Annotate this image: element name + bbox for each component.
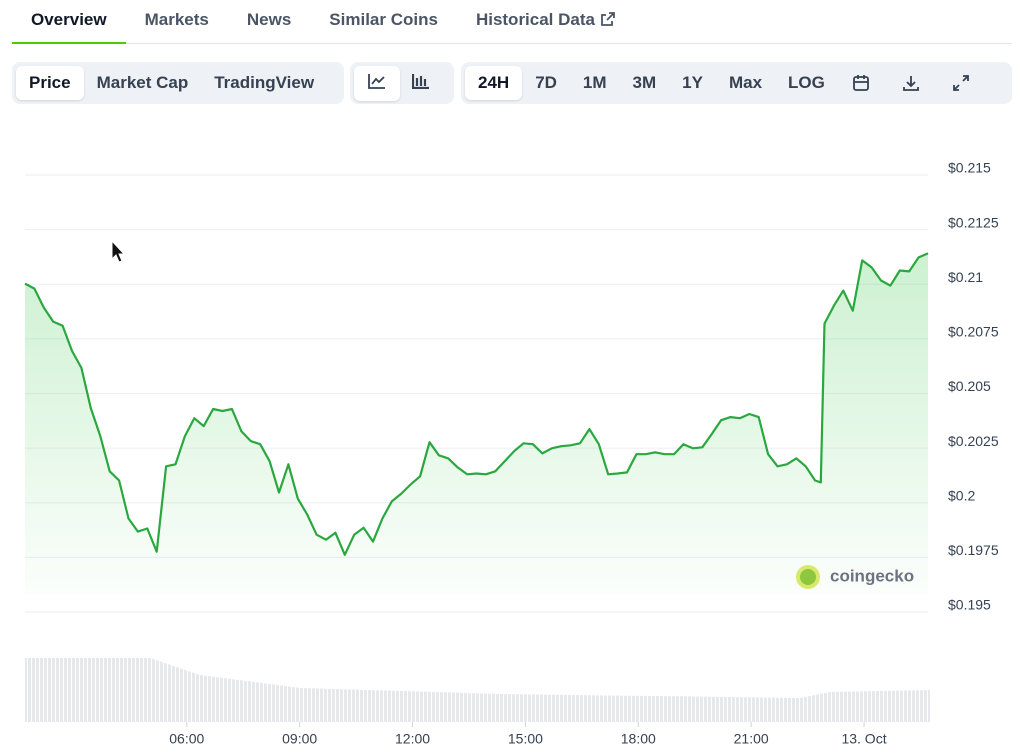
x-tick-label: 15:00 [508,731,543,747]
y-tick-label: $0.1975 [948,542,999,558]
toggle[interactable]: TradingView [214,73,315,92]
x-tick-label: 12:00 [395,731,430,747]
tab-bar: Overview Markets News Similar Coins Hist… [12,0,1012,44]
price-area [25,253,928,595]
style-group [350,62,454,104]
toggle[interactable]: Price [16,66,84,100]
x-tick-label: 06:00 [169,731,204,747]
range[interactable]: 24H [465,66,523,100]
y-tick-label: $0.205 [948,378,991,394]
x-tick-label: 18:00 [621,731,656,747]
volume-area [25,658,930,722]
y-tick-label: $0.2025 [948,433,999,449]
candle-icon [411,73,429,89]
tab[interactable]: Overview [12,0,126,44]
tab[interactable]: Similar Coins [329,10,438,29]
range[interactable]: 1Y [682,73,703,92]
tab[interactable]: Historical Data [457,0,635,42]
tab[interactable]: News [246,10,292,29]
logo-inner [800,569,816,585]
x-tick-label: 09:00 [282,731,317,747]
cursor [111,239,126,263]
toggle[interactable]: Market Cap [96,73,189,92]
y-tick-label: $0.215 [948,160,991,176]
tab-label[interactable]: Historical Data [475,10,595,29]
range[interactable]: LOG [788,73,825,92]
tab[interactable]: Markets [144,10,209,29]
range[interactable]: 1M [582,73,607,92]
logo [796,565,820,589]
range[interactable]: Max [728,73,763,92]
price-line [24,252,929,556]
line-icon [368,73,385,89]
y-tick-label: $0.2 [948,487,975,503]
y-tick-label: $0.195 [948,597,991,613]
candle-style[interactable] [400,66,442,101]
y-tick-label: $0.2075 [948,324,999,340]
external-icon [600,12,615,26]
range-group: 24H 7D 1M 3M 1Y Max LOG [461,62,1012,104]
calendar-icon[interactable] [852,74,870,92]
watermark: coingecko [830,566,914,585]
x-tick-label: 13. Oct [841,731,886,747]
x-tick-label: 21:00 [734,731,769,747]
line-style[interactable] [354,65,400,101]
y-tick-label: $0.2125 [948,214,999,230]
expand-icon[interactable] [952,74,970,92]
range[interactable]: 7D [535,73,557,92]
download-icon[interactable] [902,74,920,92]
y-tick-label: $0.21 [948,269,983,285]
toggle-group: Price Market Cap TradingView [12,62,344,104]
range[interactable]: 3M [632,73,657,92]
